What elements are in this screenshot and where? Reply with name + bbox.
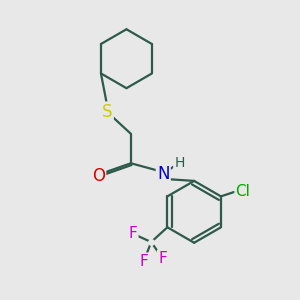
Text: H: H [174, 156, 184, 170]
Text: N: N [157, 165, 169, 183]
Text: O: O [92, 167, 105, 185]
Text: F: F [158, 251, 167, 266]
Text: F: F [129, 226, 137, 241]
Text: S: S [102, 103, 112, 121]
Text: F: F [140, 254, 148, 269]
Text: Cl: Cl [236, 184, 250, 200]
